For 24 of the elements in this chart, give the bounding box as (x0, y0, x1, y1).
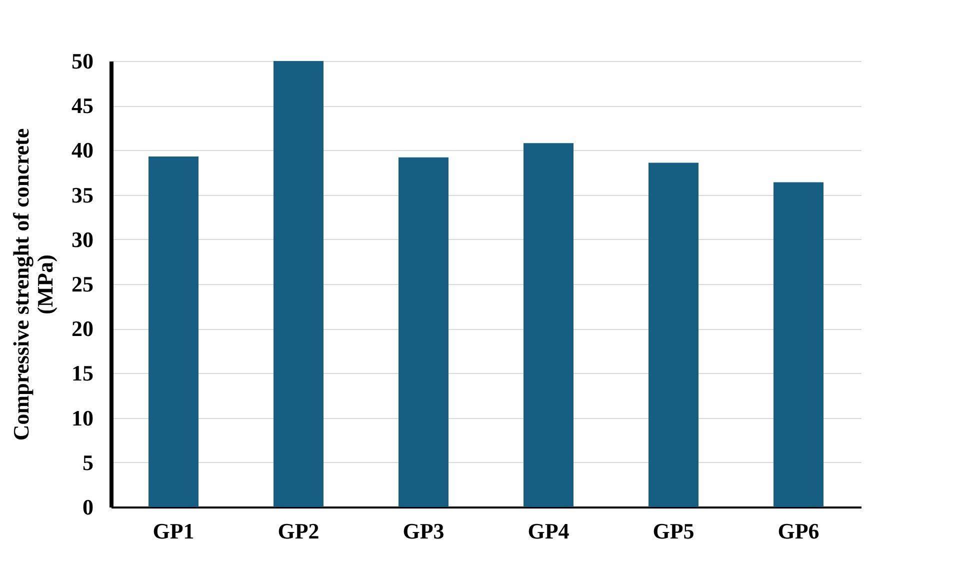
y-tick-label: 35 (72, 182, 94, 208)
x-tick-label: GP2 (278, 518, 320, 544)
bar (774, 182, 824, 507)
y-tick-label: 25 (72, 272, 94, 296)
x-tick-label: GP6 (778, 518, 820, 544)
x-tick-label: GP3 (402, 518, 444, 544)
x-tick-label: GP1 (152, 518, 194, 544)
bar (148, 156, 198, 507)
x-tick-label: GP5 (652, 518, 694, 544)
y-axis-title: Compressive strenght of concrete (MPa) (8, 128, 58, 441)
y-tick-label: 15 (72, 360, 94, 386)
bar (398, 157, 448, 507)
bar (524, 143, 574, 507)
bar (274, 61, 324, 507)
y-tick-label: 5 (82, 450, 94, 475)
y-tick-label: 40 (72, 138, 94, 163)
y-tick-label: 20 (72, 316, 94, 342)
y-tick-label: 50 (72, 48, 94, 74)
y-tick-label: 45 (72, 93, 94, 118)
y-tick-label: 30 (72, 226, 94, 252)
y-tick-label: 10 (72, 405, 94, 430)
x-tick-label: GP4 (528, 518, 570, 544)
y-tick-label: 0 (82, 494, 94, 520)
bar (648, 162, 698, 507)
